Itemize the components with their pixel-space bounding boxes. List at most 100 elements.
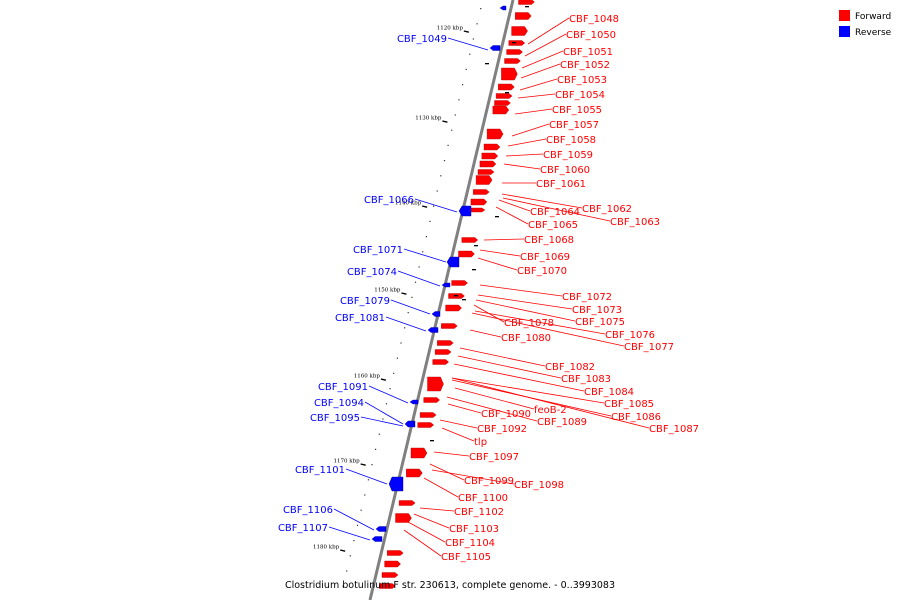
forward-gene [515,12,532,20]
forward-gene [445,304,462,312]
forward-gene [508,40,526,46]
forward-leader-line [527,17,570,45]
forward-gene-label: CBF_1075 [575,317,625,328]
scale-tick [339,549,346,552]
forward-gene [395,513,412,523]
forward-leader-line [447,403,482,414]
scale-tick-label: 1180 kbp [313,545,340,551]
forward-gene-label: CBF_1104 [445,538,495,549]
forward-gene [494,100,511,106]
forward-gene [398,500,416,506]
map-title: Clostridium botulinum F str. 230613, com… [285,580,615,591]
scale-ticks: 1120 kbp 1130 kbp 1140 kbp 1150 kbp 1160 kbp… [313,8,482,587]
forward-gene [410,447,428,459]
forward-gene [518,0,535,5]
scale-tick-label: 1150 kbp [374,288,401,294]
scale-dot [465,68,467,70]
scale-dot [382,418,384,420]
scale-dot [480,8,482,10]
forward-gene [475,175,493,185]
forward-gene [427,376,444,392]
scale-tick-label: 1120 kbp [437,26,464,32]
forward-gene-label: CBF_1077 [624,342,674,353]
forward-gene-label: feoB-2 [534,405,567,416]
forward-gene [423,397,441,403]
reverse-gene [388,476,404,492]
forward-gene [417,422,435,428]
reverse-leader-line [447,37,489,51]
forward-gene [379,583,396,589]
reverse-gene-label: CBF_1081 [335,313,385,324]
forward-gene-label: CBF_1050 [566,30,616,41]
reverse-leader-line [333,508,375,531]
forward-gene-label: CBF_1098 [514,480,564,491]
minor-feature [454,295,458,297]
forward-leader-line [453,363,585,392]
forward-leader-line [511,123,550,137]
forward-gene-label: CBF_1087 [649,424,699,435]
forward-leader-line [433,451,470,457]
reverse-gene-label: CBF_1106 [283,505,333,516]
reverse-gene [375,526,387,532]
forward-leader-line [479,284,563,297]
forward-gene-label: CBF_1103 [449,524,499,535]
reverse-gene-label: CBF_1091 [318,382,368,393]
forward-gene-label: CBF_1063 [610,217,660,228]
reverse-leader-line [397,270,441,287]
reverse-gene-label: CBF_1079 [340,296,390,307]
reverse-leader-line [360,416,404,427]
forward-leader-line [451,377,605,404]
scale-dot [400,342,402,344]
scale-dot [462,84,464,86]
forward-gene-label: CBF_1080 [501,333,551,344]
forward-gene-label: CBF_1097 [469,452,519,463]
forward-gene [381,572,399,578]
forward-leader-line [475,299,576,322]
scale-dot [360,509,362,511]
forward-gene-label: CBF_1052 [560,60,610,71]
scale-dot [393,372,395,374]
reverse-gene [441,282,451,288]
forward-leader-line [474,310,606,335]
scale-dot [342,585,344,587]
forward-gene-label: CBF_1059 [543,150,593,161]
forward-gene-label: CBF_1083 [561,374,611,385]
forward-gene [479,160,497,168]
scale-dot [440,175,442,177]
scale-dot [396,357,398,359]
forward-gene [477,169,495,175]
legend-reverse-swatch [839,26,850,37]
scale-dot [436,190,438,192]
reverse-gene [489,45,501,51]
forward-gene-label: CBF_1078 [504,318,554,329]
scale-dot [375,448,377,450]
forward-leader-line [471,312,625,347]
forward-gene-label: CBF_1082 [545,362,595,373]
forward-gene-label: CBF_1084 [584,387,634,398]
forward-gene [451,280,468,286]
minor-feature [505,92,509,94]
forward-gene-label: CBF_1070 [517,266,567,277]
gene-features [371,0,535,589]
forward-gene [468,207,486,213]
reverse-gene-label: CBF_1049 [397,34,447,45]
forward-gene [458,250,475,258]
minor-feature [430,440,434,442]
scale-tick [380,378,387,381]
scale-dot [433,205,435,207]
forward-gene-label: CBF_1105 [441,552,491,563]
forward-gene-label: CBF_1085 [604,399,654,410]
forward-leader-line [479,249,521,257]
reverse-gene [404,420,416,428]
forward-leader-line [477,257,518,271]
forward-leader-line [507,138,547,147]
forward-gene [434,349,452,355]
forward-gene [481,152,499,160]
forward-leader-line [524,33,567,57]
forward-gene [483,143,501,151]
forward-leader-line [503,163,541,170]
forward-gene [432,359,450,365]
forward-gene [486,128,504,140]
forward-leader-line [419,507,455,512]
forward-gene [461,237,479,243]
